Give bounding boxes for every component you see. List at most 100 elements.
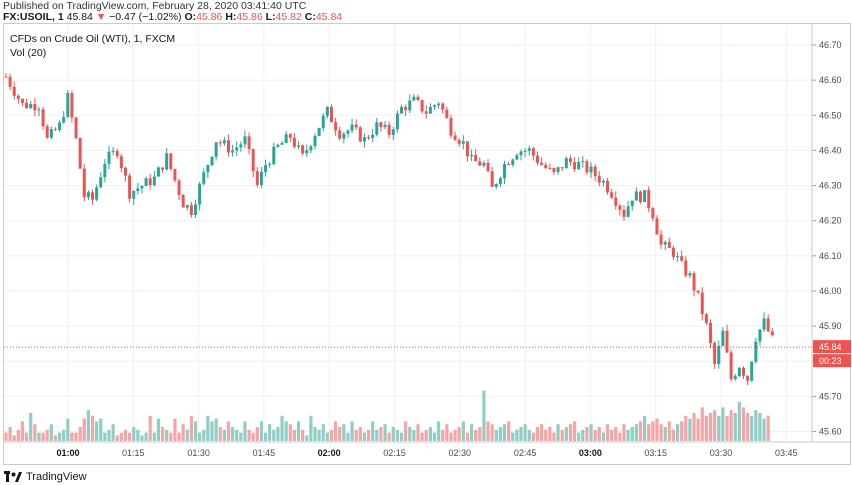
volume-bar — [708, 413, 713, 441]
volume-bar — [313, 427, 317, 441]
candle-body — [115, 150, 119, 157]
candle-body — [119, 156, 123, 168]
volume-bar — [66, 418, 70, 441]
candle-body — [329, 106, 333, 123]
volume-bar — [156, 418, 161, 441]
volume-bar — [103, 432, 107, 441]
candle-body — [725, 330, 729, 353]
candle-body — [700, 292, 704, 315]
candle-body — [568, 158, 572, 163]
candle-body — [177, 180, 181, 196]
candle-body — [391, 129, 395, 135]
candle-body — [313, 135, 317, 147]
volume-bar — [667, 421, 671, 441]
volume-bar — [383, 424, 387, 441]
high-label: H: — [225, 11, 237, 23]
volume-bar — [354, 429, 358, 441]
volume-bar — [288, 424, 292, 441]
volume-bar — [601, 432, 605, 441]
volume-bar — [519, 427, 523, 441]
candle-body — [74, 117, 78, 139]
volume-bar — [305, 435, 309, 441]
candle-body — [156, 167, 160, 177]
volume-bar — [272, 429, 276, 441]
candle-body — [667, 242, 671, 248]
volume-bar — [391, 427, 395, 441]
candle-body — [103, 163, 107, 178]
volume-bar — [123, 429, 128, 441]
volume-bar — [90, 415, 95, 441]
candle-body — [408, 100, 412, 111]
candle-body — [713, 342, 717, 364]
candle-body — [457, 140, 461, 144]
candle-body — [362, 137, 366, 142]
symbol-name: FX:USOIL, 1 — [3, 11, 64, 23]
time-tick-label: 03:45 — [775, 448, 798, 458]
volume-bar — [412, 429, 416, 441]
volume-bar — [502, 424, 507, 441]
candle-body — [297, 145, 301, 147]
volume-bar — [461, 421, 465, 441]
volume-bar — [597, 427, 601, 441]
candle-body — [449, 118, 453, 136]
candle-body — [688, 273, 692, 276]
volume-bar — [572, 421, 577, 441]
price-change: −0.47 (−1.02%) — [109, 11, 182, 23]
volume-bar — [432, 432, 437, 441]
volume-bar — [741, 407, 746, 441]
candle-body — [416, 96, 420, 100]
volume-bar — [482, 390, 486, 441]
volume-bar — [350, 421, 354, 441]
candle-body — [762, 318, 766, 330]
candle-body — [437, 103, 441, 106]
candle-body — [198, 183, 202, 205]
volume-bar — [395, 429, 399, 441]
volume-bar — [754, 410, 758, 441]
candle-body — [53, 129, 57, 131]
series-legend[interactable]: CFDs on Crude Oil (WTI), 1, FXCM — [10, 33, 176, 45]
volume-bar — [8, 427, 12, 441]
last-price: 45.84 — [66, 11, 93, 23]
volume-bar — [577, 432, 581, 441]
candle-body — [597, 176, 601, 183]
time-tick-label: 03:15 — [644, 448, 667, 458]
published-line: Published on TradingView.com, February 2… — [3, 0, 307, 12]
volume-bar — [721, 407, 725, 441]
candle-body — [259, 171, 263, 185]
volume-bar — [371, 421, 375, 441]
candle-body — [626, 206, 630, 217]
volume-bar — [49, 424, 53, 441]
price-tick-label: 46.20 — [819, 216, 842, 226]
candle-body — [8, 76, 12, 87]
candle-body — [214, 142, 218, 157]
time-tick-label: 02:30 — [449, 448, 472, 458]
candle-body — [709, 322, 713, 343]
volume-bar — [758, 413, 762, 441]
volume-legend[interactable]: Vol (20) — [10, 47, 47, 59]
candle-body — [161, 167, 165, 170]
volume-bar — [86, 410, 90, 441]
close-label: C: — [304, 11, 316, 23]
volume-bar — [540, 424, 544, 441]
candle-body — [350, 124, 354, 131]
candle-body — [309, 146, 313, 151]
candle-body — [478, 161, 482, 166]
last-price-label: 45.84 — [819, 342, 842, 352]
candle-body — [91, 192, 95, 200]
candle-body — [82, 168, 86, 198]
candle-body — [523, 150, 527, 152]
volume-bar — [152, 432, 156, 441]
candle-body — [58, 122, 62, 130]
candle-body — [737, 367, 741, 377]
volume-bar — [20, 421, 25, 441]
volume-bar — [62, 429, 66, 441]
volume-bar — [404, 421, 408, 441]
volume-bar — [515, 429, 519, 441]
time-tick-label: 03:30 — [710, 448, 733, 458]
volume-bar — [309, 415, 313, 441]
volume-bar — [680, 421, 684, 441]
candle-body — [292, 137, 296, 147]
volume-bar — [99, 418, 103, 441]
candle-body — [78, 138, 82, 169]
